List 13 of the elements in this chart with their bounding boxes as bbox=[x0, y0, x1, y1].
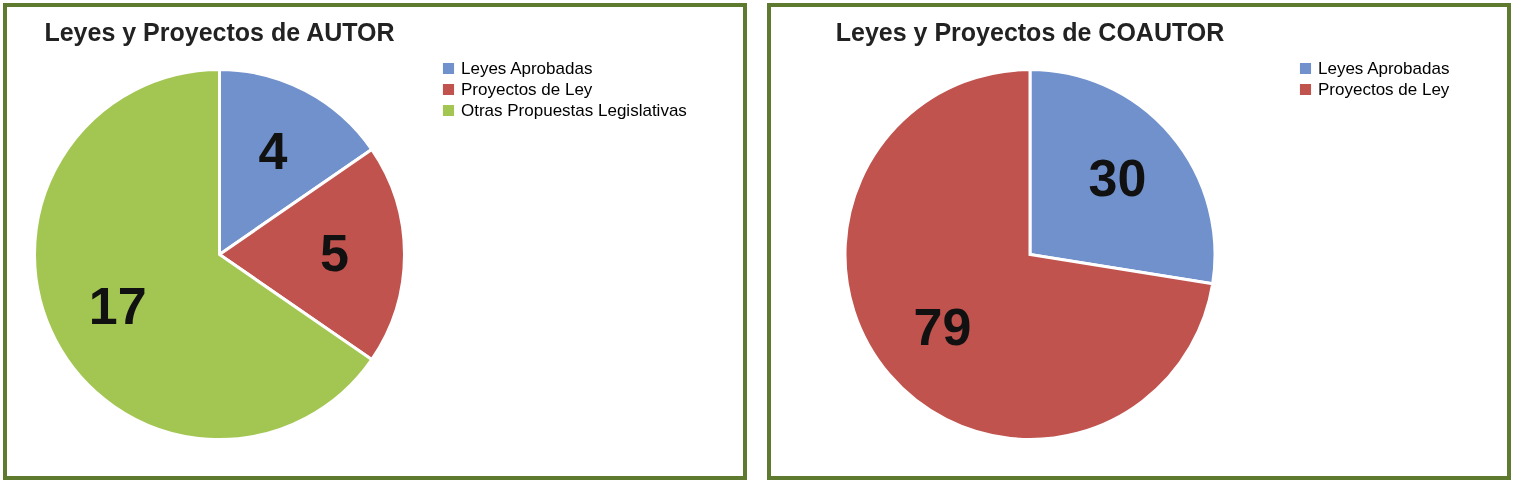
data-label: 5 bbox=[320, 223, 349, 282]
chart-title: Leyes y Proyectos de COAUTOR bbox=[835, 18, 1225, 46]
chart-title: Leyes y Proyectos de AUTOR bbox=[44, 18, 395, 46]
legend-label: Otras Propuestas Legislativas bbox=[461, 100, 687, 120]
pie-slice bbox=[843, 68, 1215, 441]
data-label: 30 bbox=[1088, 148, 1147, 207]
legend-label: Leyes Aprobadas bbox=[461, 58, 593, 78]
legend-label: Proyectos de Ley bbox=[1318, 79, 1450, 99]
legend-label: Proyectos de Ley bbox=[461, 79, 593, 99]
legend-label: Leyes Aprobadas bbox=[1318, 58, 1450, 78]
data-label: 79 bbox=[913, 298, 972, 357]
data-label: 17 bbox=[88, 276, 147, 335]
data-label: 4 bbox=[258, 121, 288, 180]
